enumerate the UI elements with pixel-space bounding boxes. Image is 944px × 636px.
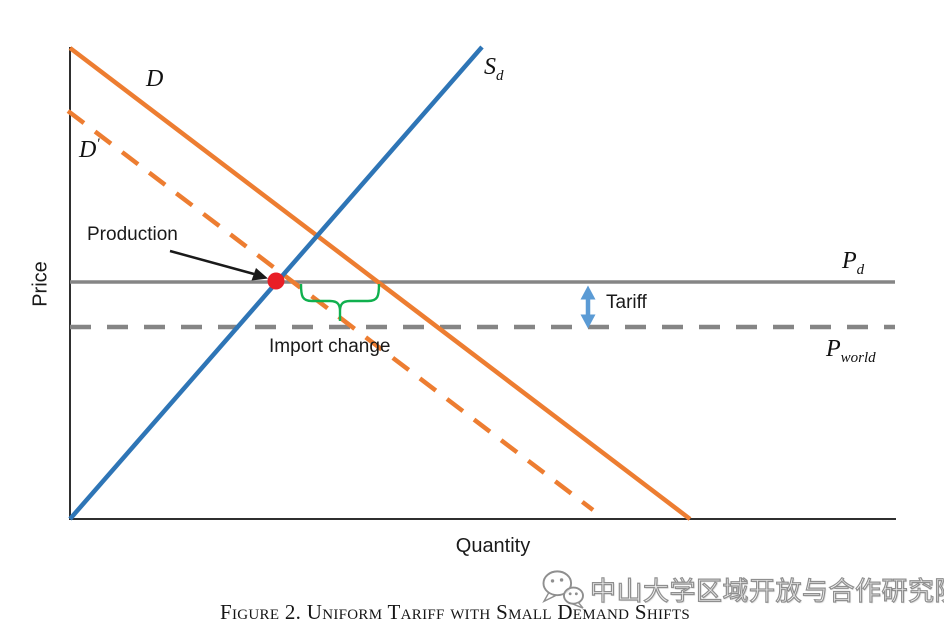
import-change-brace <box>299 283 381 321</box>
figure-caption: Figure 2. Uniform Tariff with Small Dema… <box>219 600 691 624</box>
demand-curve <box>68 46 692 521</box>
domestic-price-label: Pd <box>842 248 864 279</box>
world-price-sub: world <box>840 349 876 366</box>
domestic-price-sub: d <box>856 261 865 278</box>
x-axis-label: Quantity <box>455 535 531 557</box>
import-change-label: Import change <box>269 336 391 357</box>
watermark: 中山大学区域开放与合作研究院 <box>541 569 944 609</box>
production-point <box>267 272 285 290</box>
domestic-price-main: P <box>842 248 857 274</box>
world-price-label: Pworld <box>826 336 876 367</box>
demand-shifted-main: D <box>79 137 97 163</box>
tariff-label: Tariff <box>606 292 647 313</box>
production-arrow-shaft <box>169 249 255 276</box>
demand-curve-label: D <box>146 66 163 93</box>
supply-main: S <box>484 54 496 80</box>
tariff-arrow-head-down <box>580 314 596 329</box>
tariff-arrow-head-up <box>580 285 596 300</box>
watermark-text: 中山大学区域开放与合作研究院 <box>589 575 944 606</box>
demand-shifted-curve <box>66 109 595 512</box>
demand-label-text: D <box>146 66 164 92</box>
wechat-icon <box>542 570 584 609</box>
demand-shifted-curve-label: D′ <box>79 136 100 164</box>
supply-sub: d <box>496 67 504 84</box>
world-price-main: P <box>826 336 841 362</box>
supply-curve-label: Sd <box>484 54 504 85</box>
demand-shifted-prime: ′ <box>96 136 100 152</box>
production-label: Production <box>87 224 178 245</box>
y-axis-label: Price <box>29 261 52 307</box>
production-arrow-head <box>251 268 268 281</box>
